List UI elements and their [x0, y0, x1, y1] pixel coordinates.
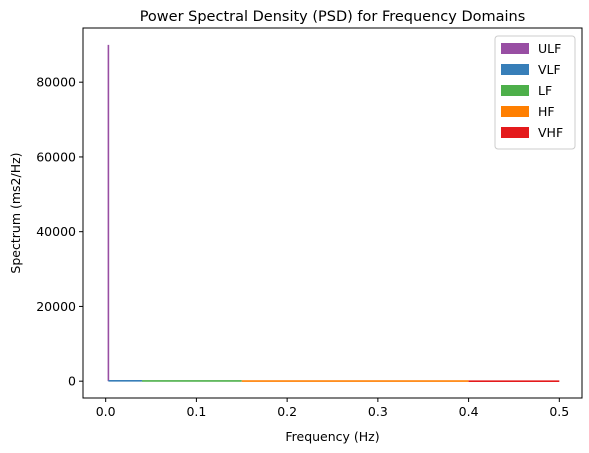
legend-label-vhf: VHF: [538, 125, 563, 140]
y-tick-label: 0: [68, 374, 76, 389]
x-tick-label: 0.3: [368, 404, 388, 419]
legend-label-hf: HF: [538, 104, 555, 119]
legend-swatch-vlf: [501, 64, 529, 75]
x-tick-label: 0.5: [549, 404, 569, 419]
legend-swatch-vhf: [501, 127, 529, 138]
y-tick-label: 20000: [36, 299, 76, 314]
x-tick-label: 0.2: [277, 404, 297, 419]
y-tick-label: 60000: [36, 149, 76, 164]
x-axis-label: Frequency (Hz): [285, 429, 379, 444]
plot-area: [107, 44, 560, 382]
legend-label-ulf: ULF: [538, 41, 561, 56]
legend-label-vlf: VLF: [538, 62, 561, 77]
x-tick-label: 0.0: [96, 404, 116, 419]
y-tick-label: 80000: [36, 75, 76, 90]
legend-swatch-hf: [501, 106, 529, 117]
axes: 0.0 0.1 0.2 0.3 0.4 0.5 0 20000 40000 60000 80000: [36, 27, 583, 419]
legend-swatch-lf: [501, 85, 529, 96]
legend: ULF VLF LF HF VHF: [494, 35, 576, 150]
axes-frame: [82, 27, 583, 399]
x-tick-label: 0.1: [186, 404, 206, 419]
legend-label-lf: LF: [538, 83, 552, 98]
y-axis-label: Spectrum (ms2/Hz): [8, 152, 23, 273]
legend-swatch-ulf: [501, 43, 529, 54]
chart-title: Power Spectral Density (PSD) for Frequen…: [140, 9, 526, 25]
x-tick-label: 0.4: [459, 404, 479, 419]
y-tick-label: 40000: [36, 224, 76, 239]
